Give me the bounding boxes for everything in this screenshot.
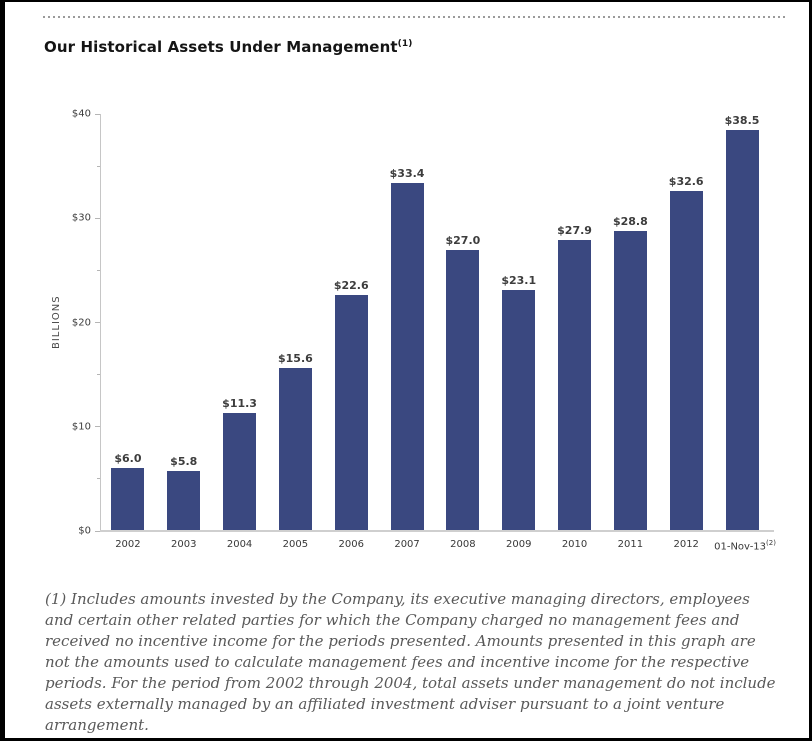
x-axis-label: 2002 (115, 539, 141, 550)
bar-value-label: $5.8 (170, 454, 198, 468)
bar-value-label: $15.6 (278, 352, 313, 366)
bar (558, 240, 592, 531)
bar-slot: $38.5 (714, 114, 770, 531)
bar-slot: $23.1 (491, 114, 547, 531)
bars-row: $6.0 $5.8 $11.3 $15.6 $22.6 $33.4 $27.0 $23.1 $2… (100, 114, 770, 531)
y-minor-tick-mark (97, 478, 100, 480)
y-axis-line (100, 114, 101, 531)
x-axis-label: 2011 (617, 539, 644, 550)
bar (223, 413, 257, 531)
bar-slot: $27.0 (435, 114, 491, 531)
y-axis-title: BILLIONS (51, 295, 62, 350)
y-tick-label: $20 (71, 317, 91, 328)
bar-value-label: $28.8 (612, 214, 648, 228)
bar (167, 470, 201, 531)
x-axis-label: 2006 (338, 539, 364, 550)
bar-value-label: $27.9 (557, 224, 592, 238)
x-axis-label: 2008 (450, 539, 476, 550)
bar-slot: $32.6 (658, 114, 714, 531)
x-axis-label: 2012 (673, 539, 699, 550)
footnotes: (1) Includes amounts invested by the Com… (45, 589, 782, 738)
x-axis-label: 01-Nov-13(2) (714, 539, 776, 553)
bar-value-label: $27.0 (445, 233, 481, 247)
x-axis-line (100, 530, 774, 532)
bar-slot: $6.0 (100, 114, 156, 531)
bar-value-label: $33.4 (389, 166, 425, 180)
y-tick-label: $10 (71, 421, 91, 433)
bar (446, 249, 480, 531)
y-minor-tick-mark (97, 165, 100, 167)
chart-title-footnote-marker: (1) (397, 39, 413, 49)
x-axis-label: 2010 (561, 539, 588, 550)
bar-slot: $33.4 (379, 114, 435, 531)
x-axis-label: 2009 (505, 539, 532, 550)
x-axis-label: 2003 (171, 539, 197, 550)
y-tick-mark (95, 530, 100, 532)
y-minor-tick-mark (97, 269, 100, 271)
x-axis-label: 2007 (394, 539, 420, 550)
x-label-footnote-marker: (2) (766, 539, 776, 547)
y-tick-mark (95, 217, 100, 219)
footnote-1: (1) Includes amounts invested by the Com… (45, 590, 776, 734)
bar (278, 368, 312, 531)
bar-slot: $5.8 (156, 114, 212, 531)
bar-value-label: $23.1 (501, 274, 537, 288)
chart-title-text: Our Historical Assets Under Management (44, 38, 398, 56)
x-axis-labels: 2002 2003 2004 2005 2006 2007 2008 2009 2010 2011… (100, 531, 776, 553)
bar (725, 130, 759, 531)
x-axis-label: 2005 (282, 539, 309, 550)
y-tick-label: $40 (71, 108, 91, 120)
chart-title: Our Historical Assets Under Management(1… (44, 38, 412, 56)
bar-slot: $22.6 (323, 114, 379, 531)
y-tick-mark (95, 426, 100, 428)
bar-slot: $15.6 (267, 114, 323, 531)
bar (613, 230, 647, 531)
bar-value-label: $38.5 (724, 114, 760, 127)
bar-value-label: $22.6 (333, 279, 369, 293)
footnote-2: (2) Estimate as of November 1, 2013. (45, 736, 782, 738)
bar-slot: $28.8 (602, 114, 658, 531)
bar-value-label: $6.0 (114, 452, 142, 466)
y-minor-tick-mark (97, 374, 100, 376)
bar (390, 182, 424, 531)
bar-value-label: $32.6 (668, 175, 704, 189)
bar-slot: $27.9 (547, 114, 603, 531)
y-tick-mark (95, 113, 100, 115)
y-tick-mark (95, 322, 100, 323)
bar (334, 295, 368, 531)
bar-value-label: $11.3 (222, 397, 257, 411)
bar (669, 191, 703, 531)
dotted-divider (43, 16, 785, 18)
bar (111, 468, 145, 531)
y-tick-label: $0 (78, 525, 91, 537)
x-axis-label: 2004 (226, 539, 253, 550)
bar-slot: $11.3 (212, 114, 268, 531)
y-tick-label: $30 (71, 212, 91, 224)
aum-bar-chart: $6.0 $5.8 $11.3 $15.6 $22.6 $33.4 $27.0 $23.1 $2… (72, 109, 776, 553)
bar (502, 290, 536, 531)
